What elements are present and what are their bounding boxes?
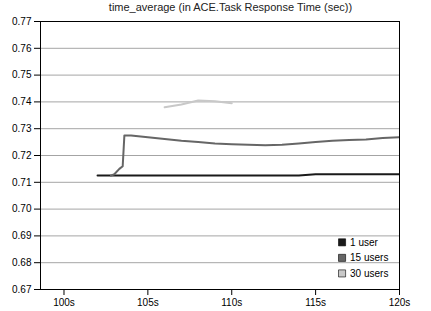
- svg-text:0.70: 0.70: [12, 203, 32, 214]
- svg-text:115s: 115s: [305, 297, 326, 308]
- svg-text:100s: 100s: [53, 297, 75, 308]
- svg-text:15 users: 15 users: [350, 252, 388, 263]
- svg-text:120s: 120s: [389, 297, 411, 308]
- svg-text:0.72: 0.72: [12, 150, 32, 161]
- svg-text:0.77: 0.77: [12, 16, 32, 27]
- html-text:time_average (in ACE.Task Resp: time_average (in ACE.Task Response Time …: [108, 1, 353, 13]
- svg-text:30 users: 30 users: [350, 268, 388, 279]
- svg-text:0.67: 0.67: [12, 284, 32, 295]
- svg-text:0.73: 0.73: [12, 123, 32, 134]
- svg-text:0.68: 0.68: [12, 257, 32, 268]
- svg-text:0.71: 0.71: [12, 177, 32, 188]
- svg-text:0.75: 0.75: [12, 69, 32, 80]
- svg-text:105s: 105s: [137, 297, 159, 308]
- svg-text:1 user: 1 user: [350, 237, 378, 248]
- svg-text:0.74: 0.74: [12, 96, 32, 107]
- svg-text:110s: 110s: [221, 297, 242, 308]
- svg-text:0.76: 0.76: [12, 43, 32, 54]
- svg-text:0.69: 0.69: [12, 230, 32, 241]
